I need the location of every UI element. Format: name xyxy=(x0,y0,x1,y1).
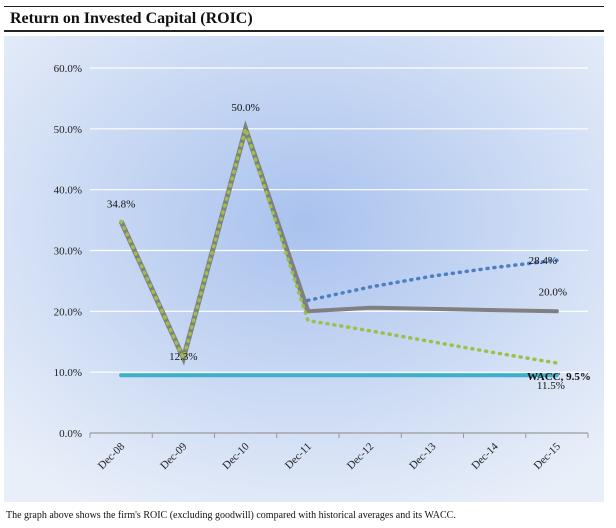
y-tick-label: 60.0% xyxy=(54,63,82,75)
data-label: WACC, 9.5% xyxy=(527,371,591,383)
chart-title: Return on Invested Capital (ROIC) xyxy=(10,10,253,27)
y-tick-label: 40.0% xyxy=(54,185,82,197)
series-line-roic xyxy=(305,305,559,314)
series-line-upside xyxy=(306,258,559,303)
chart-area: 0.0% 10.0% 20.0% 30.0% 40.0% 50.0% 60.0% Dec-0… xyxy=(4,36,604,502)
y-tick-label: 20.0% xyxy=(54,306,82,318)
y-tick-label: 10.0% xyxy=(54,367,82,379)
series-line-downside xyxy=(119,122,559,365)
y-tick-label: 50.0% xyxy=(54,124,82,136)
y-tick-label: 30.0% xyxy=(54,246,82,258)
title-bar: Return on Invested Capital (ROIC) xyxy=(4,6,604,32)
chart-caption: The graph above shows the firm's ROIC (e… xyxy=(6,510,456,521)
data-label: 28.4% xyxy=(529,255,557,267)
data-label: 50.0% xyxy=(231,102,259,114)
data-label: 20.0% xyxy=(539,286,567,298)
data-label: 11.5% xyxy=(537,380,565,392)
data-label: 12.3% xyxy=(169,351,197,363)
data-label: 34.8% xyxy=(107,198,135,210)
y-tick-label: 0.0% xyxy=(59,428,82,440)
roic-chart: 0.0%10.0%20.0%30.0%40.0%50.0%60.0% Dec-0… xyxy=(4,36,604,502)
plot-background xyxy=(4,36,604,502)
